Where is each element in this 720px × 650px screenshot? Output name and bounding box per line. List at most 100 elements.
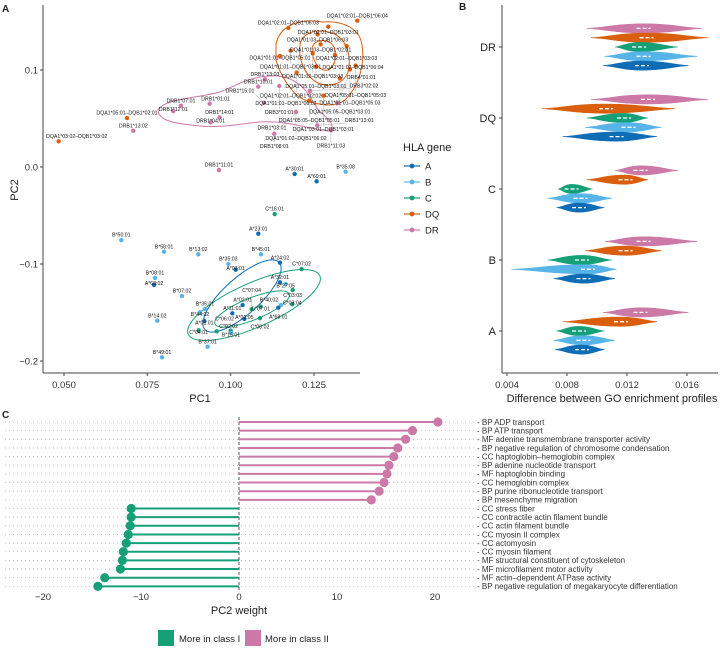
- data-point-c: [249, 307, 254, 312]
- point-label: DRB1*13:03: [251, 72, 280, 78]
- point-label: B*40:02: [260, 298, 279, 304]
- c-density-contour-outer: [187, 268, 321, 342]
- data-point-dr: [261, 100, 267, 105]
- point-label: A*11:01: [223, 306, 241, 312]
- go-term-text: MF structural constituent of cytoskeleto…: [482, 556, 625, 565]
- data-point-dq: [326, 24, 331, 29]
- data-point-a: [314, 179, 319, 184]
- dr-density-contour: [157, 75, 333, 132]
- go-term-tick: -: [477, 530, 482, 539]
- data-point-dq: [344, 43, 349, 49]
- data-point-a: [230, 311, 235, 316]
- data-point-a: [202, 318, 207, 324]
- point-label: DRB4*01:01: [347, 75, 376, 81]
- go-term-tick: -: [477, 522, 482, 531]
- data-point-a: [277, 260, 283, 265]
- y-tick-label: −0.1: [19, 260, 38, 271]
- go-term-label: - CC haptoglobin–hemoglobin complex: [477, 452, 615, 461]
- go-term-label: - MF microfilament motor activity: [477, 565, 593, 574]
- data-point-dr: [171, 108, 176, 114]
- point-label: C*07:04: [242, 288, 261, 294]
- legend-key-dot: [409, 163, 415, 169]
- panel-c-label: C: [2, 410, 9, 421]
- go-term-tick: -: [477, 478, 482, 487]
- point-label: B*50:01: [112, 233, 131, 239]
- go-term-tick: -: [477, 574, 482, 583]
- point-label: DQA1*03:01–DQB1*03:01: [293, 127, 354, 133]
- point-label: DQA1*02:01–DQB1*02:02: [260, 93, 321, 99]
- y-tick-label: −0.2: [19, 357, 38, 368]
- point-label: DRB1*07:01: [167, 98, 196, 104]
- legend-entry-a: A: [425, 162, 432, 173]
- point-label: DRB1*04:01: [196, 118, 225, 124]
- legend-key-class-i: [158, 630, 174, 646]
- x-tick-label: 0.016: [675, 380, 699, 391]
- data-point-dq: [124, 115, 130, 121]
- point-labels: DQA1*03:02–DQB1*03:02 DQA1*05:01–DQB1*02:…: [46, 13, 388, 356]
- go-term-tick: -: [477, 418, 482, 427]
- x-tick-label: −10: [133, 592, 149, 603]
- point-label: DRB1*08:01: [260, 144, 289, 150]
- data-point-c: [214, 329, 219, 334]
- data-point-dq: [353, 63, 358, 68]
- panel-b-label: B: [459, 2, 466, 13]
- label-leader-line: [317, 123, 345, 126]
- data-point-b: [343, 169, 348, 174]
- violin-a-vs-a: [554, 344, 605, 355]
- lollipop-dot: [433, 417, 443, 427]
- go-term-text: MF adenine transmembrane transporter act…: [482, 435, 650, 444]
- go-term-label: - MF adenine transmembrane transporter a…: [477, 435, 650, 444]
- point-label: A*01:01: [195, 321, 214, 327]
- go-term-text: BP ADP transport: [482, 418, 545, 427]
- dq-density-contour-mid: [299, 30, 350, 86]
- point-label: DQA1*03:02–DQB1*03:02: [46, 134, 107, 140]
- point-label: DQA1*05:05–DQB1*03:01: [309, 110, 370, 116]
- data-point-a: [233, 267, 238, 272]
- point-label: B*27:05: [276, 284, 295, 290]
- go-term-text: BP ATP transport: [482, 426, 544, 435]
- point-label: C*07:02: [292, 262, 311, 268]
- point-label: A*24:02: [271, 255, 290, 261]
- point-label: A*30:01: [285, 167, 304, 173]
- go-term-tick: -: [477, 582, 482, 591]
- lollipop-dot: [374, 486, 384, 496]
- go-term-tick: -: [477, 513, 482, 522]
- x-tick-label: 0.050: [52, 380, 76, 391]
- violin-plot: 0.004 0.008 0.012 0.016 Difference between G…: [480, 5, 718, 405]
- go-term-text: MF actin–dependent ATPase activity: [482, 574, 611, 583]
- pc2-weight-lollipop-plot: - BP ADP transport- BP ATP transport- MF…: [5, 417, 678, 646]
- go-term-text: CC myosin II complex: [482, 530, 560, 539]
- go-term-text: MF microfilament motor activity: [482, 565, 593, 574]
- data-point-b: [283, 281, 288, 287]
- go-term-label: - BP negative regulation of megakaryocyt…: [477, 582, 678, 591]
- pca-scatter-plot: 0.050 0.075 0.100 0.125 0.1 0.0 −0.1 −0.2 PC1 PC2…: [9, 5, 388, 405]
- go-term-label: - CC hemoglobin complex: [477, 478, 569, 487]
- data-point-b: [152, 275, 158, 281]
- data-point-dr: [277, 83, 282, 89]
- go-term-text: CC actin filament bundle: [482, 522, 570, 531]
- violin-b-vs-b: [511, 264, 617, 275]
- data-point-a: [276, 305, 281, 310]
- point-label: A*32:01: [271, 275, 290, 281]
- point-label: DQA1*05:01–DQB1*03:01: [285, 84, 346, 90]
- data-point-b: [197, 310, 203, 315]
- x-tick-label: 0.004: [495, 380, 519, 391]
- point-label: DQA1*01:01–DQB1*06:02: [255, 101, 316, 107]
- data-point-dr: [262, 77, 268, 82]
- data-point-dq: [56, 139, 61, 144]
- x-tick-label: −20: [35, 592, 51, 603]
- y-axis-title: PC2: [9, 179, 21, 200]
- point-label: DQA1*01:01–DQB1*05:01: [249, 56, 310, 62]
- go-term-text: BP negative regulation of chromosome con…: [482, 444, 670, 453]
- go-term-label: - MF structural constituent of cytoskele…: [477, 556, 625, 565]
- point-label: B*58:01: [155, 244, 174, 250]
- point-label: DQA1*01:02–DQB1*06:02: [265, 136, 326, 142]
- lollipop-dot: [379, 477, 389, 488]
- legend-entry-c: C: [425, 194, 432, 205]
- data-point-dq: [307, 98, 312, 103]
- data-point-dr: [307, 88, 313, 93]
- point-label: B*13:02: [189, 247, 208, 253]
- data-point-b: [228, 330, 234, 336]
- point-label: DRB1*13:01: [345, 118, 374, 124]
